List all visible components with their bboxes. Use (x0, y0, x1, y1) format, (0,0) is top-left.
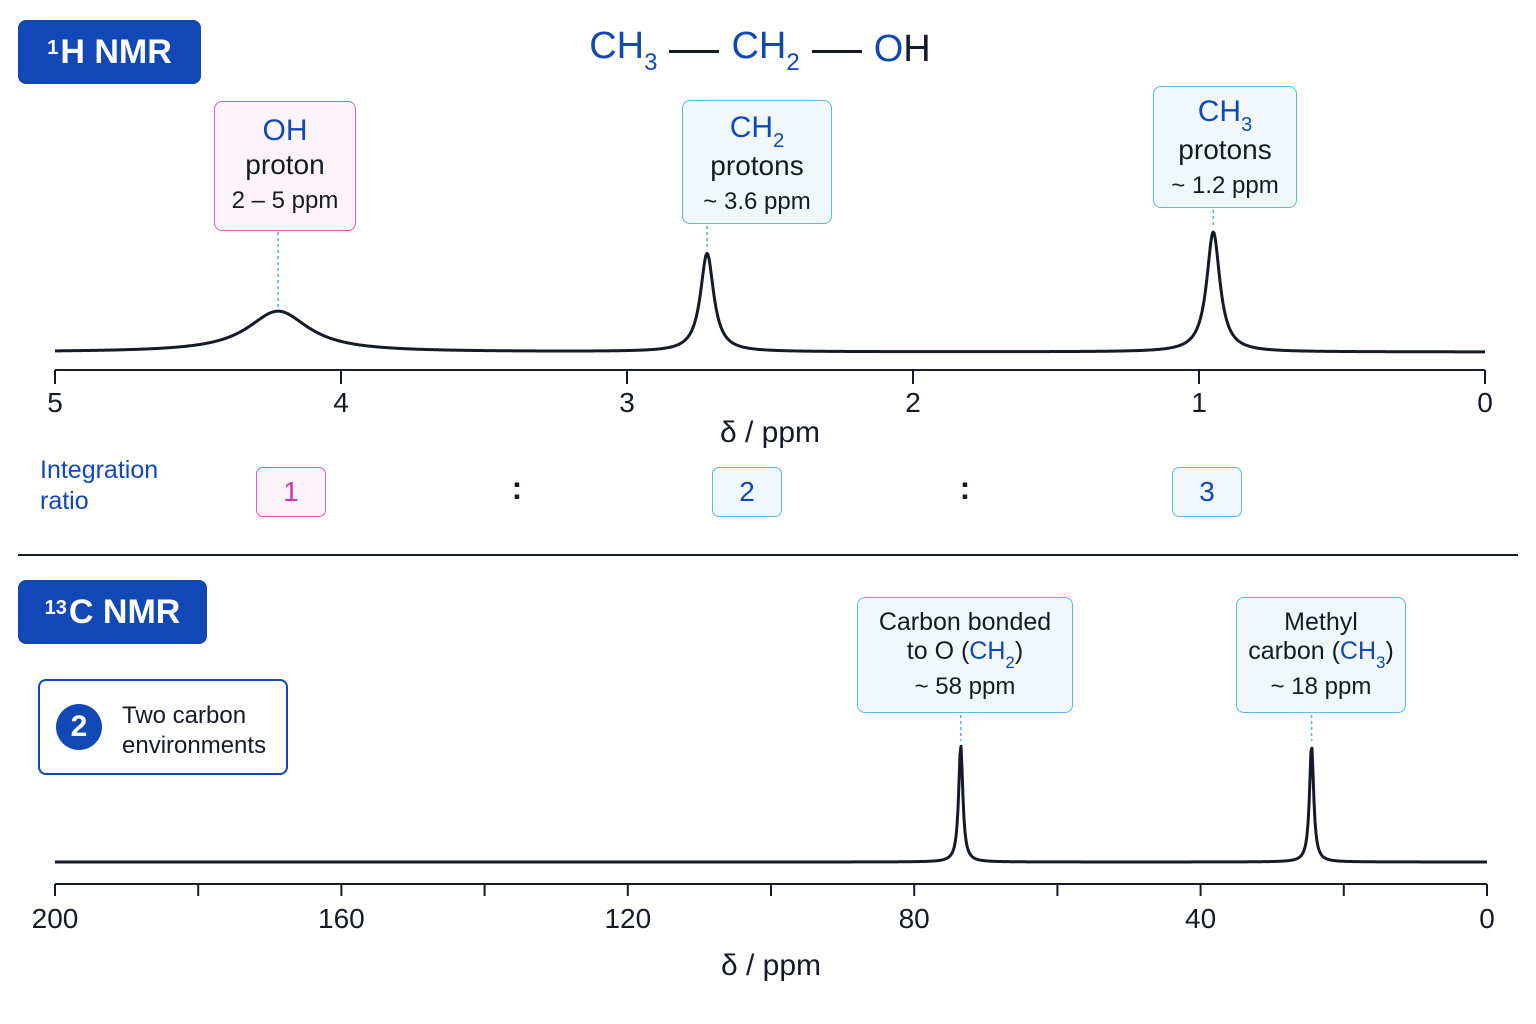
callout-ch3-line2: protons (1178, 134, 1272, 165)
callout-ch2-carbon-group: CH2 (969, 636, 1015, 672)
callout-ch2-carbon: Carbon bonded to O (CH2) ~ 58 ppm (857, 597, 1073, 713)
c-nmr-badge-text: C NMR (68, 592, 181, 631)
formula-oh-h: H (903, 27, 931, 70)
h-tick-label-5: 0 (1477, 387, 1493, 418)
formula-ch2-text: CH (731, 24, 787, 67)
h-tick-label-3: 2 (905, 387, 921, 418)
callout-oh-label: OH (262, 114, 308, 147)
callout-methyl-carbon-prefix: carbon ( (1248, 636, 1340, 665)
environment-text-line1: Two carbon (122, 702, 247, 729)
formula-oh: OH (874, 28, 931, 71)
c-tick-label-0: 200 (32, 903, 79, 934)
callout-ch2-range: ~ 3.6 ppm (703, 188, 811, 216)
integration-label-line1: Integration (40, 456, 159, 484)
formula-bond-2 (811, 49, 862, 53)
formula-oh-o: O (873, 27, 904, 70)
callout-ch3-range: ~ 1.2 ppm (1171, 172, 1279, 200)
callout-ch3-label-sub: 3 (1241, 114, 1253, 136)
callout-ch2-label-text: CH (729, 111, 774, 144)
callout-ch3-label: CH3 (1154, 95, 1296, 136)
callout-ch2-line2: protons (710, 150, 804, 181)
callout-methyl-carbon-suffix: ) (1385, 636, 1394, 665)
callout-ch2-carbon-suffix: ) (1014, 636, 1024, 665)
callout-ch3-protons: CH3 protons ~ 1.2 ppm (1153, 86, 1297, 208)
integration-value-ch2: 2 (712, 467, 782, 517)
integration-value-oh: 1 (256, 467, 326, 517)
h-spectrum-line (54, 230, 1486, 354)
integration-value-ch3: 3 (1172, 467, 1242, 517)
h-tick-label-4: 1 (1191, 387, 1207, 418)
callout-ch2-carbon-group-text: CH (969, 636, 1006, 665)
formula-ch3-text: CH (589, 24, 645, 67)
callout-ch2-carbon-range: ~ 58 ppm (914, 673, 1016, 701)
h-tick-label-0: 5 (47, 387, 63, 418)
callout-ch2-carbon-line2: to O (CH2) (858, 636, 1072, 672)
callout-ch3-label-text: CH (1197, 95, 1242, 128)
callout-methyl-carbon-line1: Methyl (1284, 608, 1358, 636)
h-tick-label-2: 3 (619, 387, 635, 418)
formula-ch2-sub: 2 (786, 49, 800, 77)
h-x-axis-label: δ / ppm (720, 416, 820, 449)
integration-label-line2: ratio (40, 487, 89, 516)
c-tick-label-4: 120 (604, 903, 651, 934)
ethanol-formula: CH3 CH2 OH (520, 24, 1000, 77)
h-nmr-badge-text: H NMR (60, 32, 172, 71)
formula-ch3-sub: 3 (644, 49, 658, 77)
h-tick-label-1: 4 (333, 387, 349, 418)
integration-ratio-label: Integration ratio (40, 455, 158, 518)
callout-methyl-carbon-group-sub: 3 (1376, 652, 1386, 672)
callout-methyl-carbon-group-text: CH (1339, 636, 1377, 665)
environment-text: Two carbon environments (122, 701, 266, 761)
c-tick-label-6: 80 (899, 903, 930, 934)
callout-methyl-carbon-group: CH3 (1339, 636, 1386, 672)
environment-count: 2 (56, 704, 102, 750)
callout-ch2-label-sub: 2 (773, 130, 785, 152)
c-nmr-badge-isotope: 13 (44, 596, 67, 619)
callout-oh-range: 2 – 5 ppm (231, 186, 339, 214)
c-x-axis-label: δ / ppm (721, 949, 821, 982)
callout-methyl-carbon-range: ~ 18 ppm (1270, 673, 1372, 701)
c-tick-label-8: 40 (1185, 903, 1216, 934)
callout-ch2-carbon-prefix: to O ( (906, 636, 970, 665)
c-tick-label-2: 160 (318, 903, 365, 934)
callout-methyl-carbon: Methyl carbon (CH3) ~ 18 ppm (1236, 597, 1406, 713)
formula-bond-1 (669, 49, 720, 53)
environment-text-line2: environments (122, 732, 267, 759)
callout-ch2-label: CH2 (683, 111, 831, 152)
formula-ch3: CH3 (589, 24, 658, 77)
carbon-environments-box: 2 Two carbon environments (38, 679, 288, 775)
c-nmr-badge: 13 C NMR (18, 580, 207, 644)
integration-separator-2: : (959, 470, 971, 506)
callout-methyl-carbon-line2: carbon (CH3) (1237, 636, 1405, 672)
c-tick-label-10: 0 (1479, 903, 1495, 934)
callout-ch2-protons: CH2 protons ~ 3.6 ppm (682, 100, 832, 224)
formula-ch2: CH2 (731, 24, 800, 77)
callout-ch2-carbon-line1: Carbon bonded (878, 608, 1052, 636)
h-nmr-badge-isotope: 1 (47, 36, 59, 59)
callout-ch2-carbon-group-sub: 2 (1005, 652, 1015, 672)
callout-oh-proton: OH proton 2 – 5 ppm (214, 101, 356, 231)
integration-separator-1: : (511, 470, 523, 506)
callout-oh-line2: proton (245, 148, 325, 180)
panel-divider (18, 554, 1518, 556)
